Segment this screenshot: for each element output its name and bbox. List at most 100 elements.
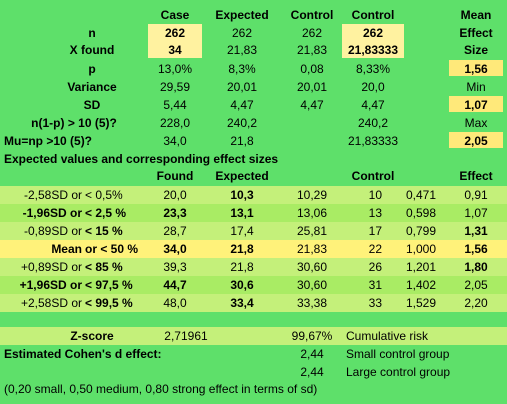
highlight-sd-value (449, 96, 503, 112)
header-expected: Expected (215, 8, 269, 22)
value-case-x: 34 (168, 43, 182, 57)
label-x-found: X found (69, 43, 115, 57)
row-control-1: 30,60 (296, 260, 328, 274)
header-control-1: Control (290, 8, 334, 22)
row-expected: 21,8 (230, 260, 254, 274)
value-control2-mu: 21,83333 (347, 134, 399, 148)
row-sd: +2,58SD or (20, 296, 82, 310)
row-control-2: 31 (368, 278, 382, 292)
row-control-2: 17 (368, 224, 382, 238)
row-control-2: 22 (368, 242, 382, 256)
row-effect: 1,56 (464, 242, 488, 256)
row-found: 20,0 (163, 188, 187, 202)
band-row-7 (0, 294, 507, 312)
value-expected-n1p: 240,2 (226, 116, 258, 130)
row-control-3: 0,471 (405, 188, 436, 202)
row-sd: -0,89SD or (23, 224, 82, 238)
band-header (0, 7, 507, 25)
row-effect: 1,80 (464, 260, 488, 274)
row-effect: 1,07 (464, 206, 488, 220)
value-expected-p: 8,3% (228, 62, 256, 76)
cohen-label: Estimated Cohen's d effect: (4, 347, 162, 361)
cohen-large-label: Large control group (346, 365, 451, 379)
band-zscore (0, 327, 507, 345)
value-expected-mu: 21,8 (230, 134, 254, 148)
row-effect: 2,20 (464, 296, 488, 310)
value-control1-sd: 4,47 (300, 98, 324, 112)
row-sd: +1,96SD or (19, 278, 82, 292)
table-header-expected: Expected (215, 169, 269, 183)
zscore-value: 2,71961 (164, 329, 208, 343)
row-control-3: 1,201 (405, 260, 436, 274)
value-mean-effect: 1,56 (464, 62, 488, 76)
value-expected-sd: 4,47 (230, 98, 254, 112)
header-mean: Mean (460, 8, 492, 22)
value-case-variance: 29,59 (159, 80, 191, 94)
row-pct: < 0,5% (85, 188, 123, 202)
value-case-n1p: 228,0 (159, 116, 191, 130)
value-case-n: 262 (164, 26, 186, 40)
row-control-1: 25,81 (296, 224, 328, 238)
label-n1p: n(1-p) > 10 (5)? (31, 116, 117, 130)
value-control2-sd: 4,47 (361, 98, 385, 112)
label-max: Max (464, 116, 488, 130)
cohen-large-value: 2,44 (300, 365, 324, 379)
row-expected: 13,1 (230, 206, 254, 220)
label-p: p (88, 62, 96, 76)
value-control2-n1p: 240,2 (357, 116, 389, 130)
band-row-5 (0, 258, 507, 276)
row-pct: < 99,5 % (85, 296, 133, 310)
value-control2-n: 262 (362, 26, 384, 40)
row-sd: Mean (51, 242, 82, 256)
value-control2-variance: 20,0 (361, 80, 385, 94)
row-found: 44,7 (163, 278, 187, 292)
value-control1-p: 0,08 (300, 62, 324, 76)
value-expected-n: 262 (231, 26, 253, 40)
row-found: 39,3 (163, 260, 187, 274)
highlight-max-value (449, 132, 503, 148)
value-min-effect: 1,07 (464, 98, 488, 112)
row-found: 48,0 (163, 296, 187, 310)
table-header-found: Found (156, 169, 194, 183)
row-control-2: 33 (368, 296, 382, 310)
value-case-p: 13,0% (157, 62, 193, 76)
band-row-1 (0, 186, 507, 204)
row-effect: 2,05 (464, 278, 488, 292)
row-found: 28,7 (163, 224, 187, 238)
highlight-case-n (148, 24, 202, 58)
row-pct: < 2,5 % (85, 206, 127, 220)
value-control2-p: 8,33% (355, 62, 391, 76)
row-control-3: 1,529 (405, 296, 436, 310)
row-control-1: 33,38 (296, 296, 328, 310)
row-expected: 30,6 (230, 278, 254, 292)
cohen-small-label: Small control group (346, 347, 450, 361)
value-expected-variance: 20,01 (226, 80, 258, 94)
row-control-1: 10,29 (296, 188, 328, 202)
cumulative-risk-label: Cumulative risk (346, 329, 429, 343)
label-effect: Effect (459, 26, 493, 40)
row-expected: 21,8 (230, 242, 254, 256)
footnote: (0,20 small, 0,50 medium, 0,80 strong ef… (4, 382, 318, 396)
band-row-2 (0, 204, 507, 222)
row-found: 34,0 (163, 242, 187, 256)
value-control2-x: 21,83333 (347, 43, 399, 57)
row-control-2: 13 (368, 206, 382, 220)
row-control-3: 0,598 (405, 206, 436, 220)
row-control-3: 1,402 (405, 278, 436, 292)
zscore-label: Z-score (70, 329, 114, 343)
table-header-effect: Effect (459, 169, 493, 183)
label-variance: Variance (67, 80, 117, 94)
value-case-mu: 34,0 (163, 134, 187, 148)
row-effect: 0,91 (464, 188, 488, 202)
row-expected: 10,3 (230, 188, 254, 202)
row-expected: 33,4 (230, 296, 254, 310)
row-expected: 17,4 (230, 224, 254, 238)
label-sd: SD (83, 98, 101, 112)
value-max-effect: 2,05 (464, 134, 488, 148)
value-case-sd: 5,44 (163, 98, 187, 112)
row-control-2: 26 (368, 260, 382, 274)
row-sd: +0,89SD or (20, 260, 82, 274)
highlight-mean-value (449, 60, 503, 76)
table-header-control: Control (351, 169, 395, 183)
